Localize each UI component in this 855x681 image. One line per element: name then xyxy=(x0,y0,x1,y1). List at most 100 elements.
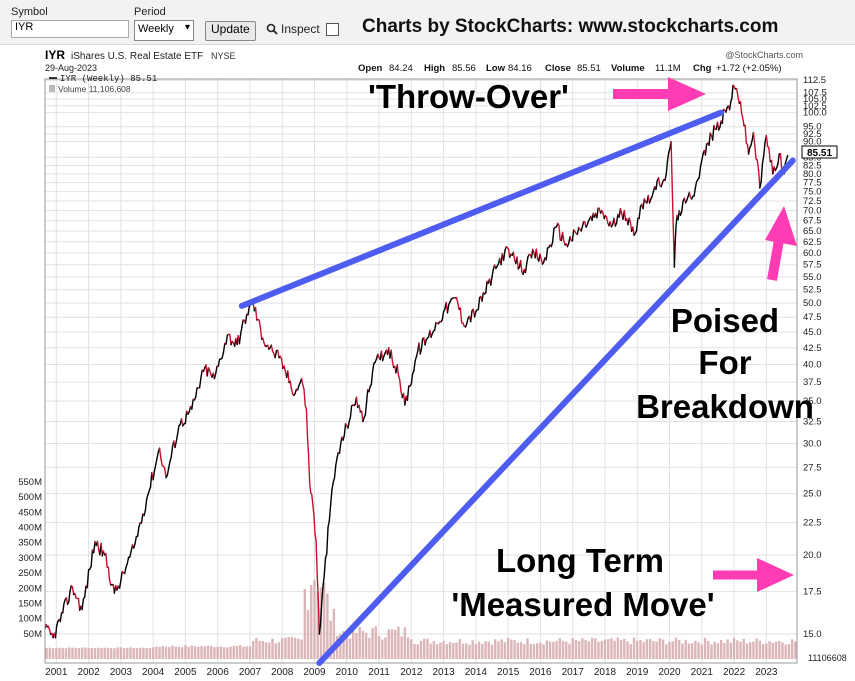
volume-last-label: 11106608 xyxy=(808,653,847,663)
price-segment xyxy=(681,200,684,213)
price-segment xyxy=(752,131,756,146)
price-segment xyxy=(262,337,265,344)
volume-bar xyxy=(581,638,584,659)
chart-date: 29-Aug-2023 xyxy=(45,63,97,73)
price-segment xyxy=(307,454,311,484)
price-segment xyxy=(473,310,477,318)
volume-bar xyxy=(322,582,326,659)
price-segment xyxy=(329,489,333,506)
price-tick-label: 105.0 xyxy=(803,94,827,105)
year-tick-label: 2017 xyxy=(562,667,585,678)
volume-bar xyxy=(416,644,419,659)
volume-bar xyxy=(494,639,497,659)
price-segment xyxy=(519,259,523,273)
volume-bar xyxy=(171,645,174,659)
volume-bar xyxy=(103,647,106,659)
price-segment xyxy=(699,159,703,168)
price-segment xyxy=(174,440,178,449)
volume-bar xyxy=(548,641,552,659)
volume-bar xyxy=(481,643,484,659)
volume-bar xyxy=(61,647,64,659)
price-segment xyxy=(390,349,394,362)
price-segment xyxy=(381,355,385,362)
symbol-input[interactable]: IYR xyxy=(11,20,129,38)
volume-bar xyxy=(423,638,426,659)
price-segment xyxy=(397,374,401,381)
price-segment xyxy=(270,344,274,352)
price-segment xyxy=(176,425,180,435)
trendline xyxy=(316,157,796,666)
price-segment xyxy=(757,169,761,189)
volume-bar xyxy=(439,642,442,659)
volume-bar xyxy=(339,634,342,659)
price-segment xyxy=(312,504,315,517)
price-segment xyxy=(360,410,364,423)
volume-bar xyxy=(387,629,390,659)
period-select[interactable]: Weekly ▾ xyxy=(134,20,194,41)
volume-bar xyxy=(516,642,520,659)
price-segment xyxy=(558,224,561,241)
price-segment xyxy=(761,154,765,165)
annotation-arrows xyxy=(613,77,797,592)
inspect-checkbox[interactable] xyxy=(325,22,339,36)
arrow-up-icon xyxy=(765,206,797,281)
volume-bar xyxy=(484,641,487,659)
price-segment xyxy=(305,408,309,438)
price-segment xyxy=(126,556,130,565)
price-segment xyxy=(673,243,676,268)
update-button[interactable]: Update xyxy=(205,21,256,41)
volume-bar xyxy=(606,639,610,659)
volume-bar xyxy=(274,643,277,659)
volume-bar xyxy=(632,637,636,659)
volume-bar xyxy=(210,645,213,659)
volume-bar xyxy=(245,646,248,659)
volume-bar xyxy=(310,585,313,659)
volume-bar xyxy=(48,647,52,659)
price-segment xyxy=(259,327,263,340)
volume-bar xyxy=(552,641,555,659)
volume-bar xyxy=(658,638,662,659)
volume-bar xyxy=(142,647,145,659)
volume-bar xyxy=(771,642,774,659)
price-segment xyxy=(221,351,225,359)
price-segment xyxy=(327,520,331,528)
price-segment xyxy=(145,493,149,500)
price-tick-label: 17.5 xyxy=(803,587,822,598)
year-tick-label: 2007 xyxy=(239,667,262,678)
inspect-toggle[interactable]: Inspect xyxy=(266,22,339,36)
volume-bar xyxy=(448,642,452,659)
price-segment xyxy=(670,140,673,188)
chart-grid xyxy=(45,79,797,663)
price-segment xyxy=(576,226,580,236)
year-tick-label: 2018 xyxy=(594,667,617,678)
price-segment xyxy=(481,292,485,302)
poised-annotation-line3: Breakdown xyxy=(636,388,814,425)
price-segment xyxy=(466,317,469,325)
volume-bar xyxy=(794,641,797,659)
volume-tick-label: 150M xyxy=(18,598,42,609)
volume-bar xyxy=(761,644,765,659)
volume-bar xyxy=(790,639,794,659)
price-segment xyxy=(694,180,698,189)
volume-bar xyxy=(613,640,616,659)
price-segment xyxy=(664,173,667,182)
year-tick-label: 2009 xyxy=(303,667,326,678)
volume-bar xyxy=(174,646,177,659)
price-segment xyxy=(167,461,171,470)
volume-bar xyxy=(577,641,581,659)
volume-bar xyxy=(84,647,87,659)
volume-bar xyxy=(268,642,271,659)
volume-bar xyxy=(87,648,90,659)
price-tick-label: 65.0 xyxy=(803,226,822,237)
price-segment xyxy=(206,367,210,377)
volume-bar xyxy=(535,643,539,659)
price-segment xyxy=(156,451,159,460)
price-segment xyxy=(596,207,599,219)
price-segment xyxy=(512,251,516,261)
price-segment xyxy=(191,398,194,410)
volume-bar xyxy=(719,639,723,659)
price-segment xyxy=(398,378,402,393)
price-segment xyxy=(318,623,322,635)
volume-bar xyxy=(648,639,652,659)
price-segment xyxy=(516,256,519,270)
